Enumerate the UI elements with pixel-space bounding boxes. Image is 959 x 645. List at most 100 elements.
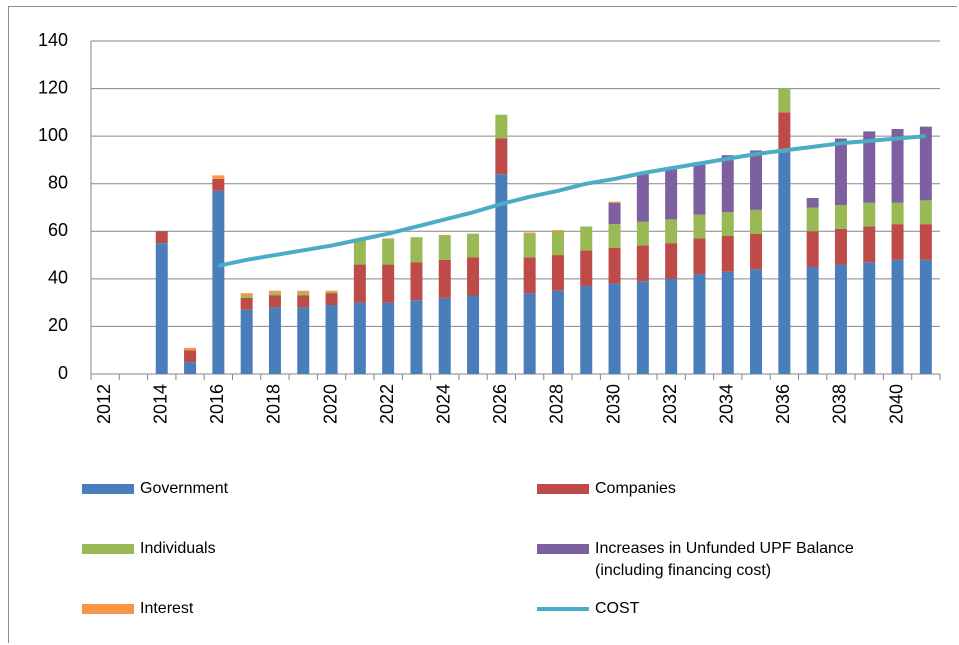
bar-segment [636, 174, 649, 222]
bar-segment [919, 200, 932, 225]
bar-segment [268, 295, 281, 308]
bar-segment [750, 150, 763, 210]
bar-segment [806, 231, 819, 267]
bar-segment [834, 138, 847, 206]
bar-segment [551, 290, 564, 374]
bar-segment [636, 281, 649, 374]
bar-segment [155, 243, 168, 374]
bar-segment [693, 238, 706, 275]
bar-segment [240, 295, 253, 298]
bar-segment [268, 290, 281, 294]
bar-segment [297, 295, 310, 308]
bar-segment [778, 152, 791, 374]
x-tick-label: 2016 [207, 384, 227, 424]
bar-segment [551, 255, 564, 291]
bar-segment [608, 247, 621, 284]
bar-segment [834, 228, 847, 265]
bar-segment [523, 257, 536, 294]
bar-segment [778, 88, 791, 113]
bar-segment [806, 197, 819, 208]
x-tick-label: 2012 [94, 384, 114, 424]
y-tick-label: 40 [48, 268, 68, 288]
bar-segment [212, 175, 225, 179]
bar-segment [410, 300, 423, 374]
x-tick-label: 2030 [603, 384, 623, 424]
bar-segment [891, 129, 904, 203]
bar-segment [891, 202, 904, 225]
bar-segment [382, 302, 395, 374]
bar-segment [438, 259, 451, 298]
bar-segment [212, 190, 225, 374]
bar-segment [297, 293, 310, 296]
bar-segment [523, 232, 536, 234]
bar-segment [834, 205, 847, 229]
bar-segment [891, 259, 904, 374]
bar-segment [382, 264, 395, 303]
bar-segment [184, 347, 197, 351]
bar-segment [382, 238, 395, 265]
x-tick-label: 2028 [547, 384, 567, 424]
bar-segment [184, 350, 197, 363]
bar-segment [891, 224, 904, 260]
y-tick-label: 100 [38, 125, 68, 145]
bar-segment [636, 221, 649, 246]
bar-segment [240, 309, 253, 374]
x-tick-label: 2034 [717, 384, 737, 424]
y-tick-label: 140 [38, 30, 68, 50]
bar-segment [495, 114, 508, 139]
x-tick-label: 2026 [490, 384, 510, 424]
bar-segment [523, 233, 536, 258]
bar-segment [721, 271, 734, 374]
bar-segment [495, 174, 508, 374]
bar-segment [325, 290, 338, 292]
bar-segment [750, 209, 763, 234]
bar-segment [184, 362, 197, 374]
bar-segment [806, 207, 819, 232]
x-tick-label: 2036 [773, 384, 793, 424]
bar-segment [353, 238, 366, 265]
bar-segment [608, 201, 621, 203]
bar-segment [919, 259, 932, 374]
y-tick-label: 60 [48, 220, 68, 240]
bar-segment [297, 307, 310, 374]
y-tick-label: 80 [48, 172, 68, 192]
bar-segment [863, 226, 876, 263]
bar-segment [636, 245, 649, 282]
bar-segment [721, 155, 734, 213]
bar-segment [467, 295, 480, 374]
chart-frame [8, 6, 957, 643]
bar-segment [297, 290, 310, 294]
bar-segment [268, 307, 281, 374]
bar-segment [551, 231, 564, 256]
x-tick-label: 2018 [264, 384, 284, 424]
bar-segment [750, 233, 763, 270]
bar-segment [551, 230, 564, 232]
bar-segment [721, 212, 734, 237]
bar-segment [325, 293, 338, 306]
bar-segment [750, 269, 763, 374]
bar-segment [580, 226, 593, 251]
bar-segment [268, 293, 281, 296]
bar-segment [580, 285, 593, 374]
bar-segment [863, 202, 876, 227]
bar-segment [863, 131, 876, 203]
y-tick-label: 120 [38, 77, 68, 97]
x-tick-label: 2038 [830, 384, 850, 424]
bar-segment [155, 231, 168, 244]
x-tick-label: 2020 [320, 384, 340, 424]
bar-segment [778, 112, 791, 153]
bar-segment [438, 297, 451, 374]
y-tick-label: 20 [48, 315, 68, 335]
bar-segment [919, 126, 932, 201]
bar-segment [721, 236, 734, 272]
bar-segment [523, 293, 536, 374]
cost-line [217, 134, 927, 268]
bar-segment [495, 138, 508, 175]
bar-segment [467, 257, 480, 296]
bar-segment [693, 214, 706, 239]
bar-segment [693, 162, 706, 215]
bar-segment [608, 283, 621, 374]
bar-segment [665, 243, 678, 279]
